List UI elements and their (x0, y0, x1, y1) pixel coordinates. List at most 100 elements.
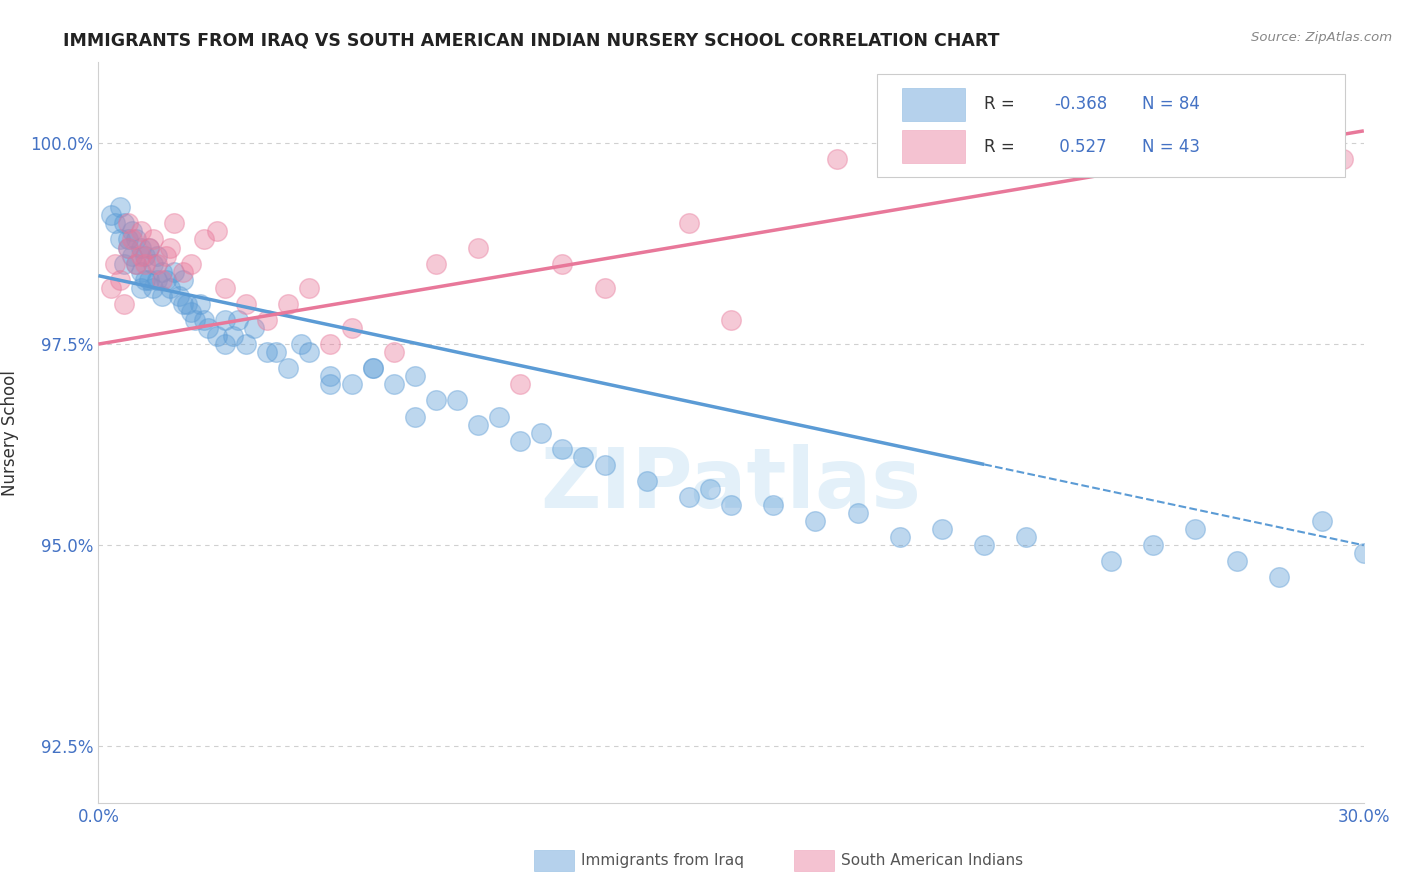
Point (298, 345, 321, 359)
Point (205, 224, 228, 238)
Point (121, 224, 143, 238)
Point (235, 337, 257, 351)
Point (1099, 554, 1122, 568)
Text: IMMIGRANTS FROM IRAQ VS SOUTH AMERICAN INDIAN NURSERY SCHOOL CORRELATION CHART: IMMIGRANTS FROM IRAQ VS SOUTH AMERICAN I… (63, 31, 1000, 49)
Point (226, 313, 249, 327)
Point (214, 313, 236, 327)
Point (1353, 546, 1375, 560)
Point (222, 329, 245, 343)
Point (129, 265, 152, 279)
Point (425, 257, 447, 271)
Point (762, 498, 785, 512)
Point (846, 506, 869, 520)
Point (678, 216, 700, 230)
Point (150, 273, 173, 287)
Point (172, 273, 194, 287)
Text: Source: ZipAtlas.com: Source: ZipAtlas.com (1251, 31, 1392, 45)
Point (593, 281, 616, 295)
Point (100, 208, 122, 222)
Point (825, 152, 848, 166)
Point (188, 297, 211, 311)
Point (138, 241, 160, 255)
Point (167, 289, 190, 303)
Point (572, 450, 595, 464)
Point (104, 257, 127, 271)
Point (382, 345, 405, 359)
Text: R =: R = (984, 137, 1021, 155)
Point (112, 216, 135, 230)
Point (214, 337, 236, 351)
Point (264, 345, 287, 359)
Point (193, 313, 215, 327)
Point (205, 329, 228, 343)
Point (256, 313, 278, 327)
Point (125, 257, 148, 271)
Point (184, 313, 207, 327)
Point (108, 200, 131, 214)
Y-axis label: Nursery School: Nursery School (1, 369, 20, 496)
FancyBboxPatch shape (903, 87, 966, 120)
Point (163, 216, 186, 230)
Point (129, 249, 152, 263)
Point (340, 321, 363, 335)
Point (1310, 514, 1333, 528)
Text: Immigrants from Iraq: Immigrants from Iraq (581, 854, 744, 868)
Point (804, 514, 827, 528)
Point (488, 409, 510, 424)
Point (197, 321, 219, 335)
Point (142, 232, 165, 246)
Point (112, 297, 135, 311)
Point (361, 361, 384, 376)
FancyBboxPatch shape (877, 73, 1344, 178)
Point (467, 241, 489, 255)
Point (125, 257, 148, 271)
Point (104, 216, 127, 230)
Point (193, 232, 215, 246)
Text: N = 43: N = 43 (1142, 137, 1201, 155)
Point (134, 249, 156, 263)
Point (108, 273, 131, 287)
Point (1268, 570, 1291, 584)
Point (551, 257, 574, 271)
Point (134, 257, 156, 271)
Point (155, 273, 177, 287)
Text: N = 84: N = 84 (1142, 95, 1201, 113)
Point (172, 297, 194, 311)
Point (277, 361, 299, 376)
Point (636, 474, 658, 488)
Point (256, 345, 278, 359)
Point (404, 369, 426, 384)
Point (382, 377, 405, 392)
Point (121, 232, 143, 246)
Point (159, 241, 181, 255)
Point (117, 216, 139, 230)
Point (112, 257, 135, 271)
Text: -0.368: -0.368 (1054, 95, 1107, 113)
Point (1099, 120, 1122, 134)
Point (319, 337, 342, 351)
Point (146, 273, 169, 287)
Point (150, 289, 173, 303)
Point (1184, 522, 1206, 536)
Point (425, 393, 447, 408)
Point (404, 409, 426, 424)
Point (290, 337, 312, 351)
Point (138, 241, 160, 255)
Text: ZIPatlas: ZIPatlas (541, 444, 921, 525)
Point (446, 393, 468, 408)
Point (125, 232, 148, 246)
Point (176, 297, 198, 311)
Point (163, 265, 186, 279)
Point (931, 136, 953, 150)
Point (117, 241, 139, 255)
Point (361, 361, 384, 376)
Point (235, 297, 257, 311)
Point (1226, 554, 1249, 568)
Point (155, 249, 177, 263)
Point (530, 425, 553, 440)
Point (340, 377, 363, 392)
Point (129, 241, 152, 255)
Point (319, 377, 342, 392)
Point (146, 249, 169, 263)
Point (551, 442, 574, 456)
